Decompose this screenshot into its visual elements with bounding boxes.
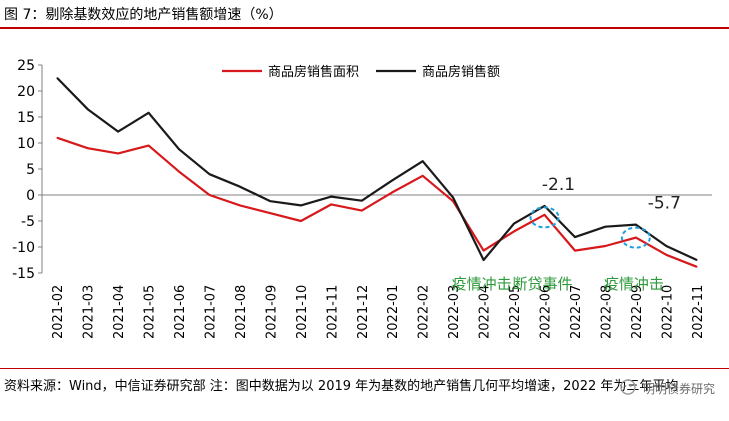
x-tick-label: 2022-10 bbox=[660, 285, 675, 339]
y-tick-label: -15 bbox=[12, 266, 35, 282]
annotation-value-label: -5.7 bbox=[648, 194, 681, 214]
x-tick-label: 2021-10 bbox=[295, 285, 310, 339]
x-tick-label: 2021-07 bbox=[204, 285, 219, 339]
x-tick-label: 2021-08 bbox=[234, 285, 249, 339]
x-tick-label: 2022-01 bbox=[386, 285, 401, 339]
data-point bbox=[513, 230, 515, 233]
data-point bbox=[147, 112, 150, 114]
chart-series bbox=[56, 77, 698, 268]
data-point bbox=[269, 212, 272, 214]
series-line-sales-amount bbox=[56, 77, 698, 262]
y-tick-label: 15 bbox=[17, 110, 35, 126]
data-point bbox=[574, 236, 576, 238]
data-point bbox=[635, 236, 637, 239]
x-tick-label: 2021-03 bbox=[82, 285, 97, 339]
annotation-event-label: 疫情冲击 bbox=[604, 275, 664, 293]
figure-title: 图 7：剔除基数效应的地产销售额增速（%） bbox=[4, 7, 283, 23]
watermark: 明明债券研究 bbox=[642, 382, 715, 396]
data-point bbox=[635, 223, 637, 226]
data-point bbox=[178, 170, 180, 173]
x-tick-label: 2021-05 bbox=[143, 285, 158, 339]
data-point bbox=[695, 259, 698, 261]
data-point bbox=[391, 179, 394, 182]
x-tick-label: 2021-04 bbox=[112, 285, 127, 339]
legend-label: 商品房销售面积 bbox=[268, 64, 359, 80]
data-point bbox=[695, 265, 698, 268]
data-point bbox=[208, 173, 211, 175]
title-rule bbox=[0, 27, 729, 29]
x-tick-label: 2021-12 bbox=[356, 285, 371, 339]
data-point bbox=[330, 203, 333, 206]
data-point bbox=[360, 209, 363, 212]
y-tick-label: 0 bbox=[26, 188, 35, 204]
x-tick-label: 2022-07 bbox=[569, 285, 584, 339]
data-point bbox=[482, 259, 485, 261]
data-point bbox=[239, 185, 241, 188]
line-chart: -15 -10 -5 0 5 10 15 20 25 2021-02 2021-03 2021-04 2… bbox=[12, 58, 712, 339]
annotation-event-label: 断贷事件 bbox=[512, 275, 572, 293]
chart-annotations: 疫情冲击 断贷事件 疫情冲击-2.1-5.7 bbox=[452, 175, 681, 293]
y-tick-label: -5 bbox=[21, 214, 35, 230]
data-point bbox=[208, 194, 211, 196]
data-point bbox=[604, 245, 607, 247]
annotation-event-label: 疫情冲击 bbox=[452, 275, 512, 293]
chart-axes: -15 -10 -5 0 5 10 15 20 25 2021-02 2021-03 2021-04 2… bbox=[12, 58, 712, 339]
x-tick-label: 2022-08 bbox=[599, 285, 614, 339]
data-point bbox=[300, 220, 302, 222]
data-point bbox=[421, 174, 424, 177]
x-tick-label: 2022-11 bbox=[691, 285, 706, 339]
data-point bbox=[421, 160, 424, 162]
data-point bbox=[360, 199, 363, 202]
wechat-icon bbox=[620, 379, 636, 395]
highlight-circle bbox=[529, 206, 560, 229]
data-point bbox=[391, 191, 394, 194]
y-tick-label: 25 bbox=[17, 58, 35, 74]
data-point bbox=[665, 254, 668, 256]
y-tick-label: -10 bbox=[12, 240, 35, 256]
data-point bbox=[482, 249, 485, 252]
y-tick-label: 20 bbox=[17, 84, 35, 100]
chart-legend: 商品房销售面积 商品房销售额 bbox=[222, 64, 500, 80]
data-point bbox=[330, 195, 333, 198]
x-tick-label: 2022-05 bbox=[508, 285, 523, 339]
data-point bbox=[574, 249, 576, 252]
x-tick-label: 2021-09 bbox=[264, 285, 279, 339]
x-tick-label: 2022-02 bbox=[417, 285, 432, 339]
data-point bbox=[513, 222, 515, 225]
data-point bbox=[604, 225, 607, 228]
data-point bbox=[178, 148, 180, 151]
x-tick-label: 2021-06 bbox=[173, 285, 188, 339]
data-point bbox=[56, 77, 59, 79]
data-point bbox=[117, 130, 119, 133]
data-point bbox=[300, 204, 302, 207]
x-tick-label: 2022-04 bbox=[478, 285, 493, 339]
footer-rule bbox=[0, 368, 729, 369]
data-point bbox=[147, 144, 150, 147]
data-point bbox=[452, 196, 454, 199]
data-point bbox=[269, 200, 272, 203]
data-point bbox=[86, 147, 89, 149]
data-point bbox=[543, 213, 546, 216]
y-tick-label: 5 bbox=[26, 162, 35, 178]
x-tick-label: 2022-09 bbox=[630, 285, 645, 339]
data-point bbox=[665, 245, 668, 247]
x-tick-label: 2022-03 bbox=[447, 285, 462, 339]
annotation-value-label: -2.1 bbox=[542, 175, 575, 195]
x-tick-label: 2021-02 bbox=[51, 285, 66, 339]
data-point bbox=[117, 152, 119, 155]
legend-label: 商品房销售额 bbox=[422, 64, 500, 80]
data-point bbox=[239, 204, 241, 207]
data-point bbox=[543, 205, 546, 207]
data-point bbox=[56, 137, 59, 139]
source-note: 资料来源：Wind，中信证券研究部 注：图中数据为以 2019 年为基数的地产销… bbox=[4, 379, 679, 394]
data-point bbox=[86, 108, 89, 110]
y-tick-label: 10 bbox=[17, 136, 35, 152]
highlight-circle bbox=[620, 226, 651, 249]
x-tick-label: 2022-06 bbox=[539, 285, 554, 339]
series-line-sales-area bbox=[56, 136, 698, 268]
x-tick-label: 2021-11 bbox=[325, 285, 340, 339]
